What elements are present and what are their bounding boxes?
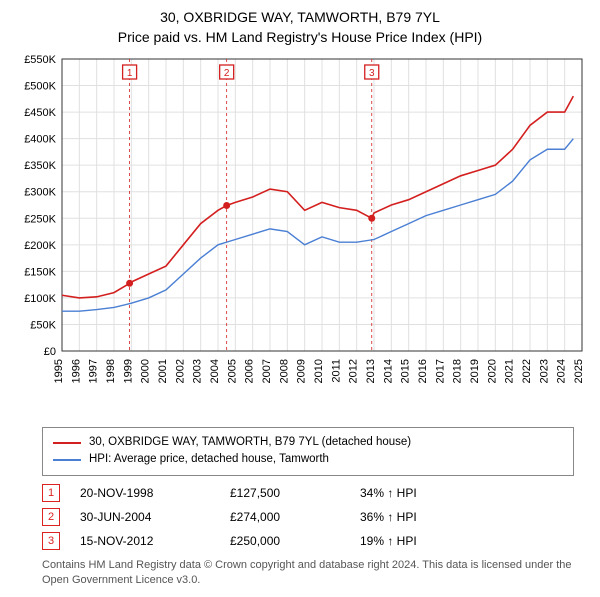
svg-text:£200K: £200K — [24, 240, 56, 252]
svg-text:2005: 2005 — [226, 359, 238, 383]
title-line2: Price paid vs. HM Land Registry's House … — [12, 28, 588, 48]
svg-text:2009: 2009 — [296, 359, 308, 383]
svg-text:2014: 2014 — [382, 359, 394, 383]
svg-text:1995: 1995 — [53, 359, 65, 383]
svg-text:2: 2 — [224, 68, 230, 79]
sale-number-box: 3 — [42, 532, 60, 550]
sales-list: 1 20-NOV-1998 £127,500 34% ↑ HPI 2 30-JUN-200… — [42, 484, 574, 550]
sale-date: 20-NOV-1998 — [80, 486, 210, 500]
svg-text:£450K: £450K — [24, 107, 56, 119]
svg-text:£100K: £100K — [24, 293, 56, 305]
sale-date: 30-JUN-2004 — [80, 510, 210, 524]
svg-text:£400K: £400K — [24, 134, 56, 146]
svg-text:2000: 2000 — [140, 359, 152, 383]
svg-text:2008: 2008 — [278, 359, 290, 383]
svg-text:1998: 1998 — [105, 359, 117, 383]
legend-item: HPI: Average price, detached house, Tamw… — [53, 451, 563, 468]
svg-text:2011: 2011 — [330, 359, 342, 383]
svg-text:£50K: £50K — [30, 320, 56, 332]
svg-text:2021: 2021 — [504, 359, 516, 383]
svg-text:2001: 2001 — [157, 359, 169, 383]
sale-price: £250,000 — [230, 534, 340, 548]
svg-text:£550K: £550K — [24, 54, 56, 66]
sale-number-box: 1 — [42, 484, 60, 502]
svg-text:2004: 2004 — [209, 359, 221, 383]
svg-text:£350K: £350K — [24, 160, 56, 172]
svg-text:2022: 2022 — [521, 359, 533, 383]
legend-swatch — [53, 442, 81, 444]
sale-delta: 36% ↑ HPI — [360, 510, 480, 524]
sale-row: 1 20-NOV-1998 £127,500 34% ↑ HPI — [42, 484, 574, 502]
sale-delta: 19% ↑ HPI — [360, 534, 480, 548]
sale-row: 3 15-NOV-2012 £250,000 19% ↑ HPI — [42, 532, 574, 550]
svg-text:2023: 2023 — [538, 359, 550, 383]
svg-text:3: 3 — [369, 68, 375, 79]
svg-text:2017: 2017 — [434, 359, 446, 383]
sale-number-box: 2 — [42, 508, 60, 526]
svg-text:£300K: £300K — [24, 187, 56, 199]
sale-price: £274,000 — [230, 510, 340, 524]
svg-text:2018: 2018 — [452, 359, 464, 383]
svg-text:£150K: £150K — [24, 267, 56, 279]
svg-text:2010: 2010 — [313, 359, 325, 383]
svg-text:£500K: £500K — [24, 81, 56, 93]
sale-price: £127,500 — [230, 486, 340, 500]
legend-item: 30, OXBRIDGE WAY, TAMWORTH, B79 7YL (det… — [53, 434, 563, 451]
svg-text:2012: 2012 — [348, 359, 360, 383]
sale-row: 2 30-JUN-2004 £274,000 36% ↑ HPI — [42, 508, 574, 526]
legend-swatch — [53, 459, 81, 461]
svg-text:2002: 2002 — [174, 359, 186, 383]
svg-text:1999: 1999 — [122, 359, 134, 383]
svg-text:2003: 2003 — [192, 359, 204, 383]
svg-text:2024: 2024 — [556, 359, 568, 383]
svg-text:2025: 2025 — [573, 359, 585, 383]
svg-text:£250K: £250K — [24, 213, 56, 225]
svg-text:2016: 2016 — [417, 359, 429, 383]
legend-label: HPI: Average price, detached house, Tamw… — [89, 451, 329, 468]
svg-text:2007: 2007 — [261, 359, 273, 383]
svg-text:1996: 1996 — [70, 359, 82, 383]
svg-text:1: 1 — [127, 68, 133, 79]
svg-text:2006: 2006 — [244, 359, 256, 383]
svg-text:£0: £0 — [44, 346, 56, 358]
svg-text:2015: 2015 — [400, 359, 412, 383]
svg-text:2019: 2019 — [469, 359, 481, 383]
svg-text:2020: 2020 — [486, 359, 498, 383]
sale-date: 15-NOV-2012 — [80, 534, 210, 548]
svg-text:2013: 2013 — [365, 359, 377, 383]
sale-delta: 34% ↑ HPI — [360, 486, 480, 500]
legend-label: 30, OXBRIDGE WAY, TAMWORTH, B79 7YL (det… — [89, 434, 411, 451]
legend: 30, OXBRIDGE WAY, TAMWORTH, B79 7YL (det… — [42, 427, 574, 476]
footnote: Contains HM Land Registry data © Crown c… — [42, 558, 574, 588]
price-chart: £0 £50K £100K £150K £200K £250K £300K £350K £400… — [12, 51, 588, 421]
svg-text:1997: 1997 — [88, 359, 100, 383]
title-line1: 30, OXBRIDGE WAY, TAMWORTH, B79 7YL — [12, 8, 588, 28]
